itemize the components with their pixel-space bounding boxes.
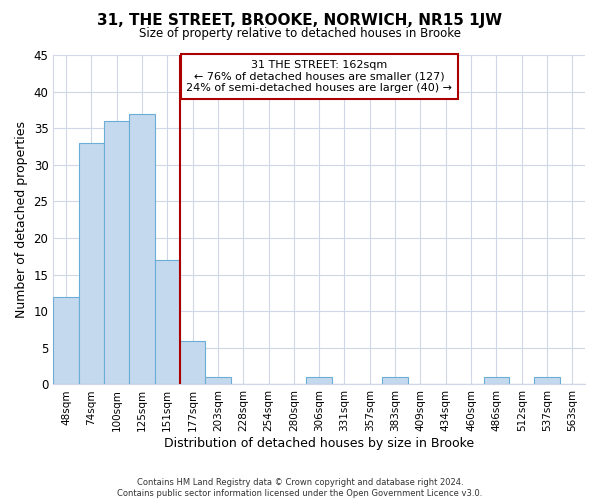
Bar [180, 340, 205, 384]
Bar [307, 377, 332, 384]
Text: 31 THE STREET: 162sqm
← 76% of detached houses are smaller (127)
24% of semi-det: 31 THE STREET: 162sqm ← 76% of detached … [186, 60, 452, 93]
Bar [79, 143, 104, 384]
Bar [484, 377, 509, 384]
Bar [104, 121, 129, 384]
Y-axis label: Number of detached properties: Number of detached properties [15, 121, 28, 318]
Bar [155, 260, 180, 384]
Bar [535, 377, 560, 384]
Bar [382, 377, 408, 384]
Bar [53, 296, 79, 384]
X-axis label: Distribution of detached houses by size in Brooke: Distribution of detached houses by size … [164, 437, 474, 450]
Text: 31, THE STREET, BROOKE, NORWICH, NR15 1JW: 31, THE STREET, BROOKE, NORWICH, NR15 1J… [97, 12, 503, 28]
Text: Size of property relative to detached houses in Brooke: Size of property relative to detached ho… [139, 28, 461, 40]
Bar [129, 114, 155, 384]
Text: Contains HM Land Registry data © Crown copyright and database right 2024.
Contai: Contains HM Land Registry data © Crown c… [118, 478, 482, 498]
Bar [205, 377, 230, 384]
